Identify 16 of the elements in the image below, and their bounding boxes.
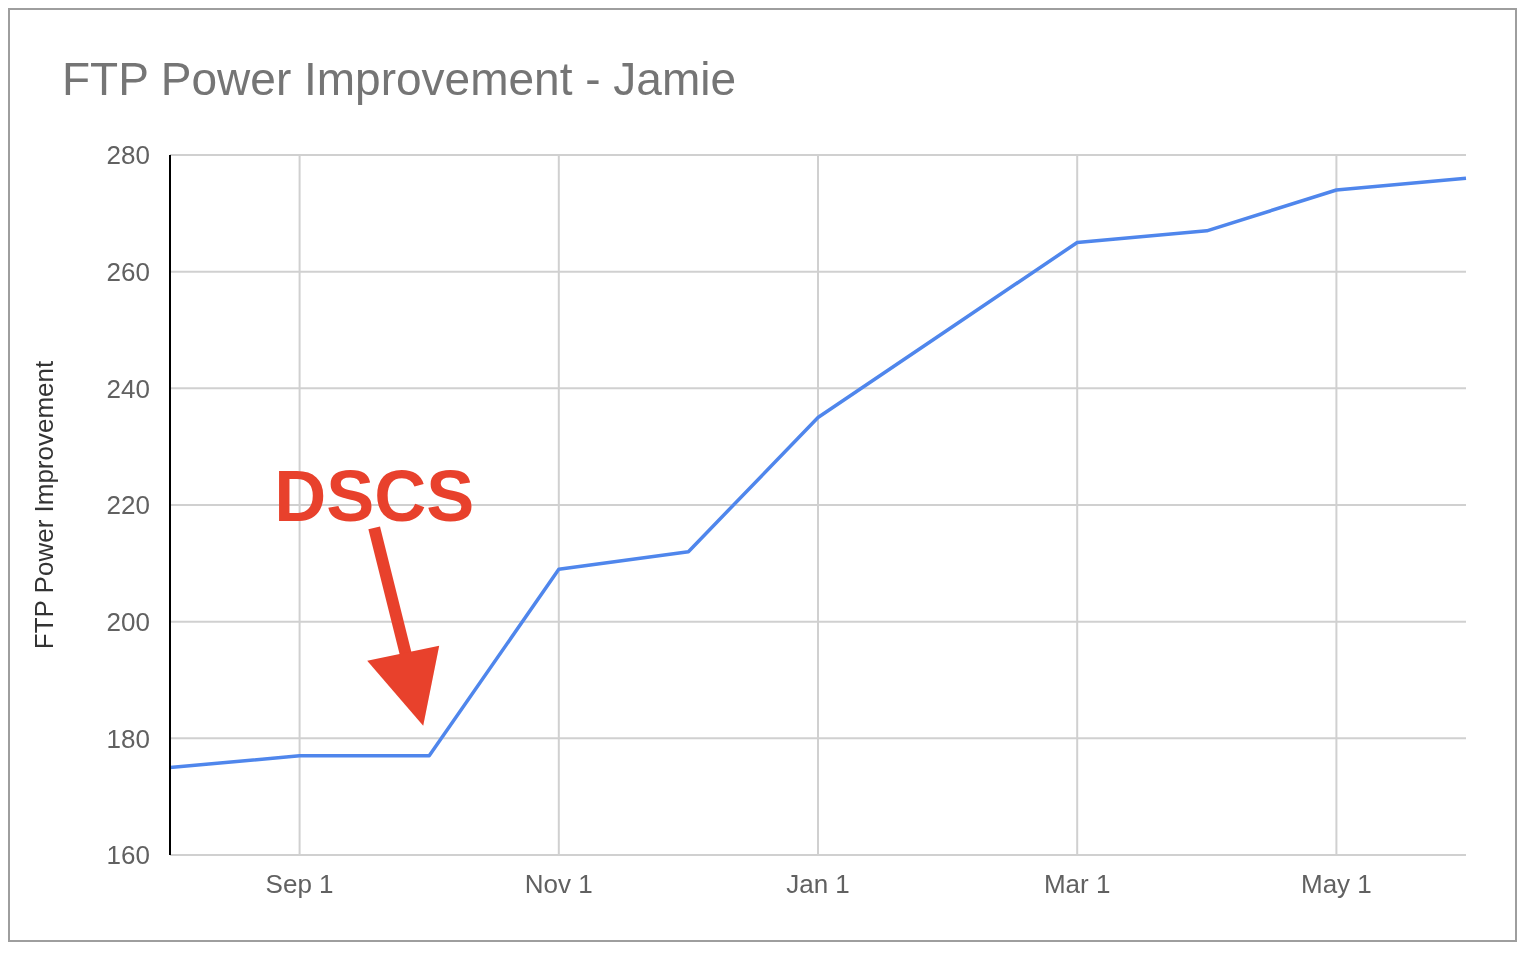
y-tick-label: 220 <box>106 490 150 521</box>
y-tick-label: 240 <box>106 373 150 404</box>
chart-title: FTP Power Improvement - Jamie <box>62 52 737 106</box>
x-tick-label: Nov 1 <box>524 869 593 900</box>
y-tick-label: 180 <box>106 723 150 754</box>
line-series <box>168 176 1468 770</box>
y-tick-label: 160 <box>106 840 150 871</box>
x-tick-label: Sep 1 <box>265 869 334 900</box>
y-tick-label: 200 <box>106 606 150 637</box>
x-tick-label: May 1 <box>1300 869 1372 900</box>
y-tick-label: 260 <box>106 256 150 287</box>
y-tick-label: 280 <box>106 140 150 171</box>
annotation: DSCS <box>274 455 475 536</box>
x-tick-label: Mar 1 <box>1043 869 1111 900</box>
x-tick-label: Jan 1 <box>786 869 850 900</box>
y-axis-title: FTP Power Improvement <box>29 359 60 650</box>
